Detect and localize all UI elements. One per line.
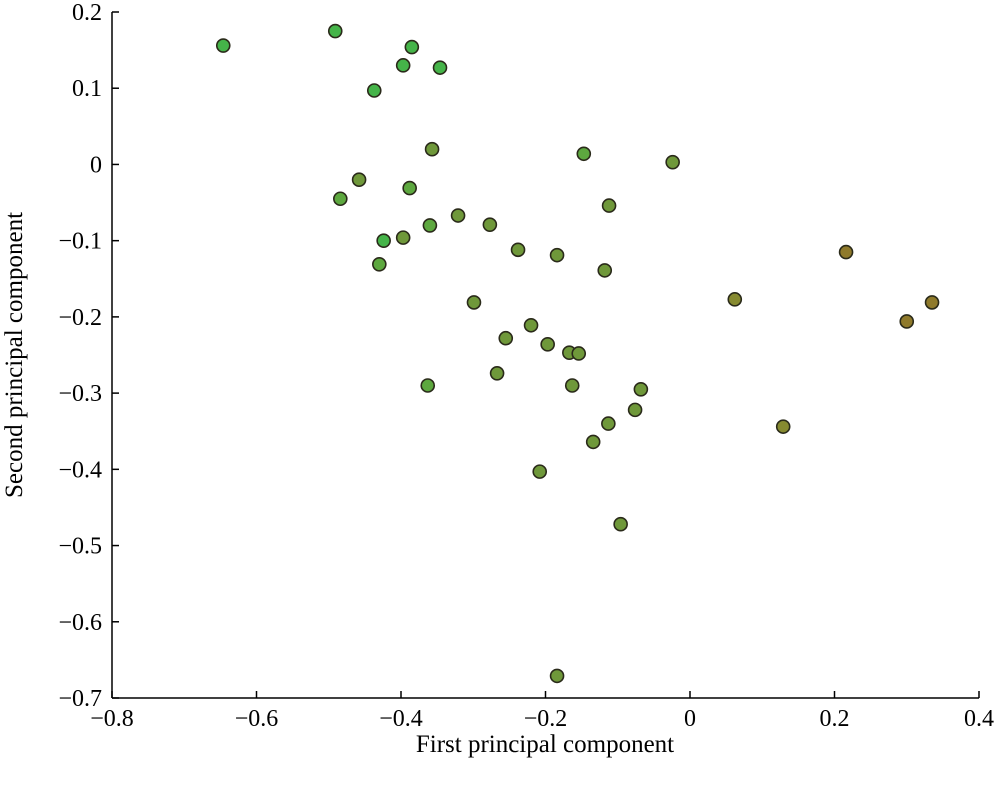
x-tick-label: −0.4: [379, 706, 423, 732]
data-point: [924, 295, 940, 310]
x-tick-label: −0.6: [235, 706, 279, 732]
y-tick-label: −0.7: [58, 686, 102, 712]
data-point: [775, 419, 791, 434]
data-point: [532, 464, 548, 479]
x-axis-label: First principal component: [416, 731, 674, 758]
y-tick-label: −0.5: [58, 534, 102, 560]
y-tick-label: −0.4: [58, 457, 102, 483]
data-point: [633, 381, 649, 397]
data-point: [523, 317, 539, 333]
data-point: [571, 346, 587, 361]
data-point: [450, 208, 466, 223]
y-axis-label: Second principal component: [1, 212, 28, 498]
data-point: [333, 191, 348, 207]
data-point: [613, 516, 628, 532]
data-point: [351, 172, 367, 187]
data-point: [564, 378, 580, 393]
data-point: [727, 292, 743, 307]
data-point: [510, 242, 526, 258]
data-point: [838, 244, 854, 260]
data-point: [665, 154, 680, 170]
data-point: [498, 330, 514, 346]
data-point: [402, 180, 417, 196]
data-point: [432, 60, 448, 75]
data-point: [366, 83, 382, 98]
data-point: [576, 146, 592, 162]
data-point: [395, 58, 411, 73]
data-point: [627, 402, 643, 418]
data-point: [376, 233, 391, 248]
x-tick-label: −0.8: [90, 706, 134, 732]
y-tick-label: 0.1: [72, 76, 102, 102]
y-tick-label: −0.2: [58, 305, 102, 331]
x-tick-label: −0.2: [524, 706, 568, 732]
data-point: [422, 218, 438, 233]
data-point: [549, 247, 565, 263]
y-tick-label: −0.1: [58, 229, 102, 255]
data-point: [899, 314, 915, 329]
data-point: [466, 295, 482, 310]
data-point: [540, 337, 555, 352]
data-point: [601, 416, 616, 431]
data-point: [327, 23, 343, 39]
data-point: [424, 141, 440, 157]
data-point: [549, 668, 565, 684]
data-point: [489, 365, 505, 381]
data-point: [585, 434, 601, 450]
data-point: [601, 198, 617, 213]
data-point: [404, 39, 420, 55]
data-point: [215, 38, 231, 53]
data-point: [372, 256, 387, 272]
x-tick-label: 0.4: [964, 706, 994, 732]
x-tick-label: 0.2: [820, 706, 850, 732]
data-point: [395, 230, 411, 245]
y-tick-label: −0.3: [58, 381, 102, 407]
y-tick-label: 0: [90, 152, 102, 178]
data-point: [420, 378, 436, 393]
x-tick-label: 0: [684, 706, 696, 732]
y-tick-label: −0.6: [58, 610, 102, 636]
data-point: [482, 217, 498, 232]
y-tick-label: 0.2: [72, 0, 102, 26]
data-point: [597, 263, 613, 278]
